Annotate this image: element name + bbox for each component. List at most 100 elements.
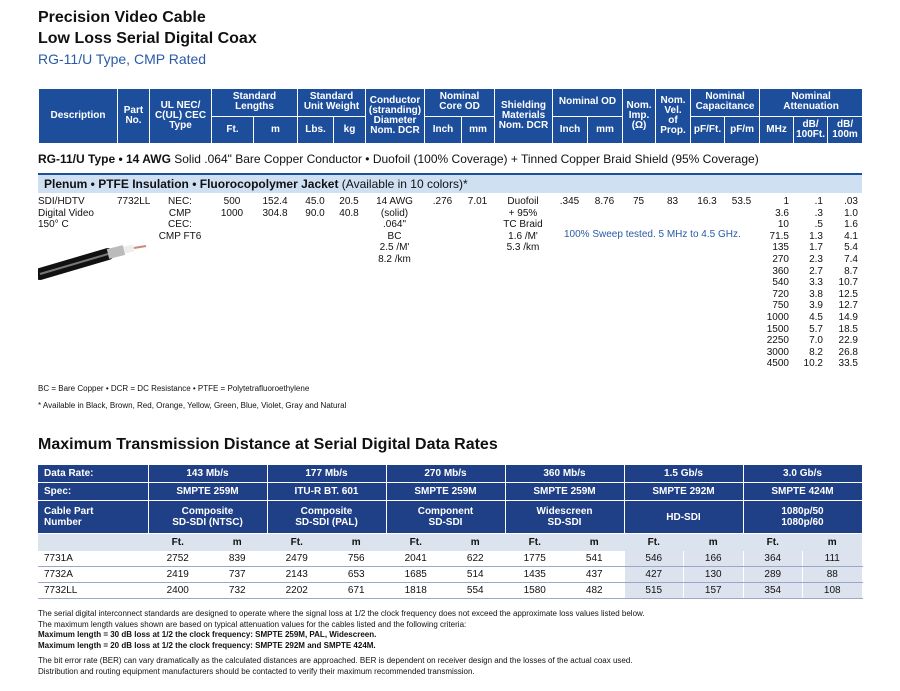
unit: Ft.	[743, 533, 803, 551]
cell: 88	[802, 566, 863, 583]
cell: 7731A	[38, 551, 149, 567]
cell: 839	[207, 551, 268, 567]
header-cell: SMPTE 259M	[386, 482, 506, 501]
unit: Ft.	[505, 533, 565, 551]
cell: 546	[624, 551, 684, 567]
unit: Ft.	[386, 533, 446, 551]
note: Maximum length = 20 dB loss at 1/2 the c…	[38, 640, 376, 650]
attenuation-value: 10.7	[838, 277, 858, 289]
attenuation-value: 135	[772, 242, 789, 254]
footnote: * Available in Black, Brown, Red, Orange…	[38, 401, 347, 410]
attenuation-value: 4.1	[844, 230, 858, 242]
unit-row: Ft. m Ft. m Ft. m Ft. m Ft. m Ft. m	[38, 533, 862, 551]
header-cell: Part No.	[117, 88, 150, 144]
cable-conductor	[133, 245, 147, 249]
cell: 111	[802, 551, 863, 567]
row-label: Cable Part Number	[38, 500, 149, 534]
header-cell: Nom. Imp. (Ω)	[622, 88, 657, 144]
header-cell: Standard Lengths	[210, 88, 299, 117]
unit: Ft.	[148, 533, 208, 551]
cell: NEC: CMP CEC: CMP FT6	[158, 196, 202, 242]
cell: 500 1000	[220, 196, 244, 219]
cell: 427	[624, 566, 684, 583]
cell: 289	[743, 566, 803, 583]
attenuation-value: 5.7	[809, 323, 823, 335]
band-rest: (Available in 10 colors)*	[338, 177, 468, 191]
spec-line: RG-11/U Type • 14 AWG Solid .064" Bare C…	[38, 152, 759, 166]
attenuation-cell: .1.3.5 1.3 1.7 2.3 2.7 3.3 3.8 3.9 4.5 5.7 7.0 8.2 1…	[793, 196, 827, 370]
attenuation-value: 33.5	[838, 358, 858, 370]
cell: 1775	[505, 551, 565, 567]
data-row: 7732A 2419 737 2143 653 1685 514 1435 437 427 130 2…	[38, 566, 863, 583]
header-cell: Nominal OD	[552, 88, 624, 117]
attenuation-value: 8.7	[844, 265, 858, 277]
cell: 1685	[386, 566, 446, 583]
header-cell: mm	[461, 115, 496, 144]
attenuation-value: 10.2	[803, 358, 823, 370]
header-cell: 3.0 Gb/s	[743, 465, 863, 483]
header-cell: 270 Mb/s	[386, 465, 506, 483]
cell: 83	[666, 196, 679, 207]
attenuation-value: 2.3	[809, 253, 823, 265]
attenuation-value: 7.0	[809, 335, 823, 347]
cell: 622	[445, 551, 506, 567]
subtitle: Low Loss Serial Digital Coax	[38, 30, 257, 47]
header-cell: Standard Unit Weight	[297, 88, 367, 117]
header-cell: dB/ 100m	[827, 115, 864, 144]
cell: 756	[326, 551, 387, 567]
attenuation-cell: 1 3.6 10 71.5 135 270 360 540 720 750 1000 1500 2250…	[759, 196, 793, 370]
attenuation-value: 4500	[766, 358, 789, 370]
header-cell: pF/Ft.	[690, 115, 726, 144]
cell: 515	[624, 582, 684, 599]
attenuation-value: 12.5	[838, 288, 858, 300]
unit: m	[564, 533, 624, 551]
header-cell: Inch	[552, 115, 589, 144]
cell: 1580	[505, 582, 565, 599]
row-label: Spec:	[38, 482, 149, 501]
cell: 364	[743, 551, 803, 567]
header-cell: Lbs.	[297, 115, 335, 144]
notes: The serial digital interconnect standard…	[38, 609, 868, 677]
cell: 108	[802, 582, 863, 599]
attenuation-value: 8.2	[809, 346, 823, 358]
cell: 157	[683, 582, 744, 599]
cell: 7732LL	[38, 582, 149, 599]
attenuation-value: 2.7	[809, 265, 823, 277]
data-row: 7732LL 2400 732 2202 671 1818 554 1580 482 515 157…	[38, 582, 863, 599]
unit: m	[326, 533, 386, 551]
cell: 7732A	[38, 566, 149, 583]
row-label: Data Rate:	[38, 465, 149, 483]
cell: 554	[445, 582, 506, 599]
section-title: Maximum Transmission Distance at Serial …	[38, 436, 498, 453]
sweep-note: 100% Sweep tested. 5 MHz to 4.5 GHz.	[564, 229, 741, 240]
attenuation-value: 270	[772, 253, 789, 265]
distance-table: Data Rate: 143 Mb/s 177 Mb/s 270 Mb/s 360 Mb…	[38, 465, 863, 599]
cable-type: RG-11/U Type, CMP Rated	[38, 51, 207, 67]
cell: .276	[432, 196, 453, 207]
cell: 7.01	[467, 196, 488, 207]
cell: 2143	[267, 566, 327, 583]
spec-header: Description Part No. UL NEC/ C(UL) CEC T…	[38, 88, 864, 144]
cell: 7732LL	[117, 196, 151, 207]
header-cell: m	[252, 115, 299, 144]
cell: 671	[326, 582, 387, 599]
header-cell: Composite SD-SDI (PAL)	[267, 500, 387, 534]
header-cell: Ft.	[211, 115, 254, 144]
header-row: Spec: SMPTE 259M ITU-R BT. 601 SMPTE 259M SM…	[38, 482, 863, 501]
attenuation-value: 1.6	[844, 219, 858, 231]
header-cell: SMPTE 259M	[505, 482, 625, 501]
header-cell: 1.5 Gb/s	[624, 465, 744, 483]
cell: 152.4 304.8	[262, 196, 288, 219]
cell: 437	[564, 566, 625, 583]
header-cell: Widescreen SD-SDI	[505, 500, 625, 534]
header-cell: Component SD-SDI	[386, 500, 506, 534]
header-cell: 360 Mb/s	[505, 465, 625, 483]
header-cell: SMPTE 259M	[148, 482, 268, 501]
cell: 16.3	[697, 196, 717, 207]
attenuation-value: .5	[814, 219, 823, 231]
cable-highlight	[39, 253, 109, 275]
header-cell: SMPTE 424M	[743, 482, 863, 501]
attenuation-value: 18.5	[838, 323, 858, 335]
cell: 166	[683, 551, 744, 567]
header-cell: Nom. Vel. of Prop.	[655, 88, 692, 144]
